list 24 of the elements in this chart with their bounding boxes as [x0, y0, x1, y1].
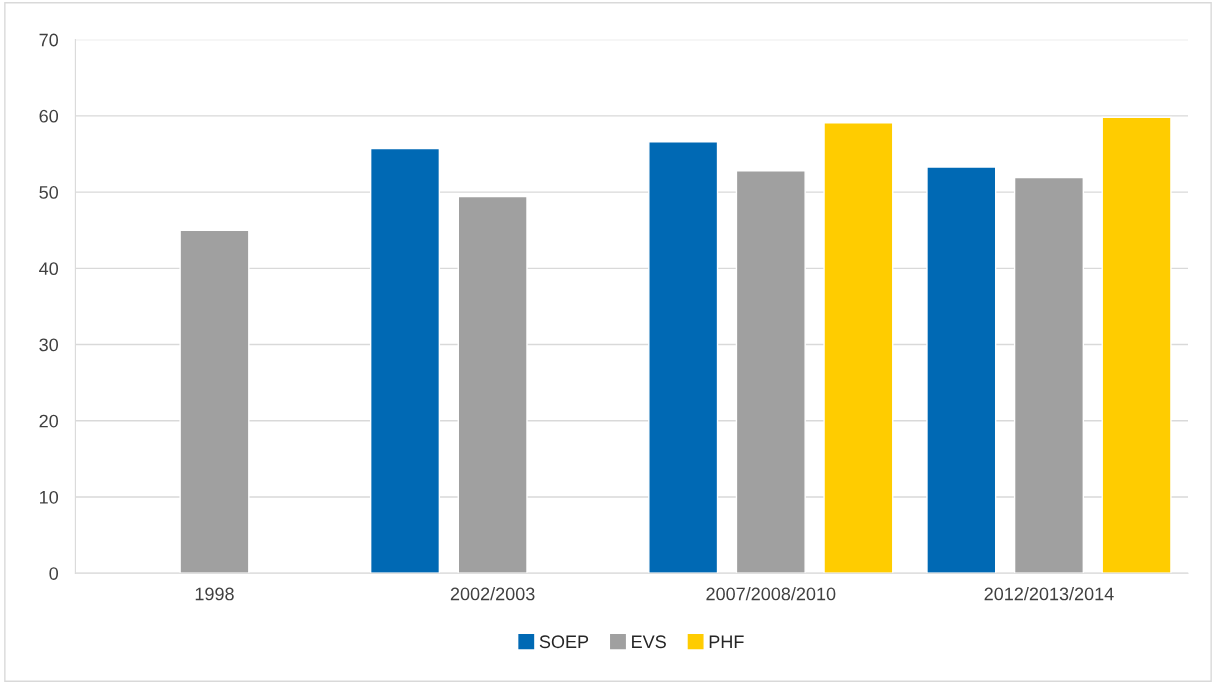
- y-tick-label: 20: [39, 414, 59, 428]
- bar: [823, 122, 894, 574]
- legend-label: PHF: [709, 635, 744, 648]
- bar: [926, 166, 997, 574]
- x-tick-label: 2007/2008/2010: [706, 587, 836, 601]
- bar: [179, 229, 250, 574]
- bar: [1013, 176, 1084, 574]
- y-tick-label: 0: [49, 567, 59, 580]
- legend-label: SOEP: [539, 635, 589, 649]
- x-tick-label: 1998: [195, 587, 234, 601]
- bar: [1101, 116, 1172, 574]
- y-tick-label: 30: [39, 338, 59, 352]
- bar: [457, 195, 528, 574]
- legend-label: EVS: [632, 635, 666, 649]
- y-tick-label: 70: [39, 33, 59, 47]
- x-tick-label: 2012/2013/2014: [984, 587, 1114, 601]
- y-tick-label: 50: [39, 186, 59, 199]
- y-tick-label: 40: [39, 262, 59, 276]
- bar: [735, 170, 806, 574]
- x-tick-label: 2002/2003: [450, 587, 535, 601]
- bar: [648, 141, 719, 574]
- bar: [369, 147, 441, 574]
- y-tick-label: 10: [40, 490, 59, 504]
- y-tick-label: 60: [39, 109, 59, 123]
